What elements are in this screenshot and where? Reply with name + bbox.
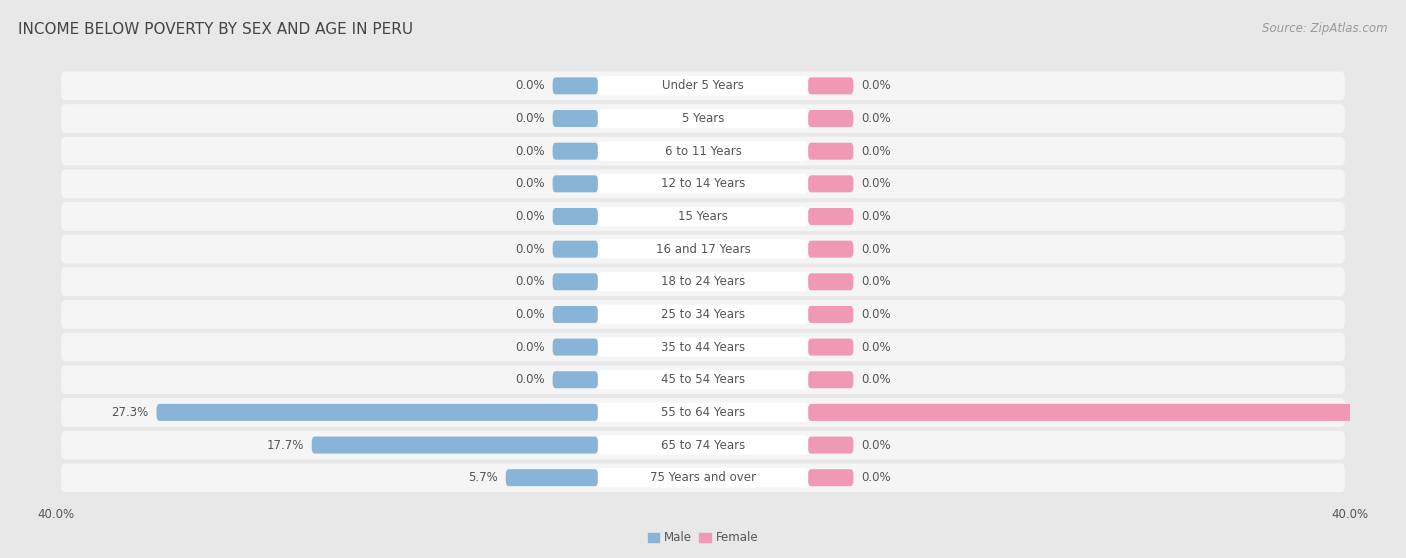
FancyBboxPatch shape bbox=[598, 370, 808, 389]
FancyBboxPatch shape bbox=[156, 404, 598, 421]
FancyBboxPatch shape bbox=[808, 404, 1406, 421]
FancyBboxPatch shape bbox=[553, 306, 598, 323]
FancyBboxPatch shape bbox=[598, 239, 808, 259]
Text: 16 and 17 Years: 16 and 17 Years bbox=[655, 243, 751, 256]
Text: 0.0%: 0.0% bbox=[862, 340, 891, 354]
Text: 55 to 64 Years: 55 to 64 Years bbox=[661, 406, 745, 419]
Text: 75 Years and over: 75 Years and over bbox=[650, 471, 756, 484]
FancyBboxPatch shape bbox=[598, 141, 808, 161]
Text: INCOME BELOW POVERTY BY SEX AND AGE IN PERU: INCOME BELOW POVERTY BY SEX AND AGE IN P… bbox=[18, 22, 413, 37]
Text: 0.0%: 0.0% bbox=[862, 308, 891, 321]
Text: 0.0%: 0.0% bbox=[515, 210, 544, 223]
Text: Under 5 Years: Under 5 Years bbox=[662, 79, 744, 93]
Text: 17.7%: 17.7% bbox=[266, 439, 304, 451]
FancyBboxPatch shape bbox=[598, 305, 808, 324]
Text: 0.0%: 0.0% bbox=[862, 243, 891, 256]
FancyBboxPatch shape bbox=[60, 235, 1346, 263]
FancyBboxPatch shape bbox=[60, 267, 1346, 296]
Text: 0.0%: 0.0% bbox=[862, 177, 891, 190]
FancyBboxPatch shape bbox=[808, 110, 853, 127]
FancyBboxPatch shape bbox=[60, 431, 1346, 459]
FancyBboxPatch shape bbox=[60, 202, 1346, 231]
Legend: Male, Female: Male, Female bbox=[643, 527, 763, 549]
Text: 27.3%: 27.3% bbox=[111, 406, 149, 419]
Text: 0.0%: 0.0% bbox=[862, 112, 891, 125]
FancyBboxPatch shape bbox=[553, 273, 598, 290]
FancyBboxPatch shape bbox=[553, 78, 598, 94]
FancyBboxPatch shape bbox=[60, 398, 1346, 427]
FancyBboxPatch shape bbox=[553, 208, 598, 225]
FancyBboxPatch shape bbox=[808, 240, 853, 258]
FancyBboxPatch shape bbox=[312, 436, 598, 454]
Text: 45 to 54 Years: 45 to 54 Years bbox=[661, 373, 745, 386]
FancyBboxPatch shape bbox=[598, 337, 808, 357]
FancyBboxPatch shape bbox=[598, 468, 808, 488]
Text: 0.0%: 0.0% bbox=[515, 275, 544, 288]
FancyBboxPatch shape bbox=[598, 272, 808, 292]
Text: 25 to 34 Years: 25 to 34 Years bbox=[661, 308, 745, 321]
FancyBboxPatch shape bbox=[60, 170, 1346, 198]
FancyBboxPatch shape bbox=[808, 371, 853, 388]
Text: 0.0%: 0.0% bbox=[862, 210, 891, 223]
FancyBboxPatch shape bbox=[553, 339, 598, 355]
Text: 0.0%: 0.0% bbox=[862, 471, 891, 484]
Text: 0.0%: 0.0% bbox=[862, 373, 891, 386]
Text: Source: ZipAtlas.com: Source: ZipAtlas.com bbox=[1263, 22, 1388, 35]
FancyBboxPatch shape bbox=[553, 371, 598, 388]
FancyBboxPatch shape bbox=[60, 463, 1346, 492]
FancyBboxPatch shape bbox=[598, 403, 808, 422]
FancyBboxPatch shape bbox=[598, 174, 808, 194]
Text: 0.0%: 0.0% bbox=[862, 275, 891, 288]
FancyBboxPatch shape bbox=[808, 339, 853, 355]
FancyBboxPatch shape bbox=[553, 110, 598, 127]
Text: 0.0%: 0.0% bbox=[862, 439, 891, 451]
FancyBboxPatch shape bbox=[598, 206, 808, 227]
Text: 5.7%: 5.7% bbox=[468, 471, 498, 484]
FancyBboxPatch shape bbox=[553, 175, 598, 193]
Text: 6 to 11 Years: 6 to 11 Years bbox=[665, 145, 741, 158]
Text: 65 to 74 Years: 65 to 74 Years bbox=[661, 439, 745, 451]
FancyBboxPatch shape bbox=[60, 300, 1346, 329]
FancyBboxPatch shape bbox=[598, 435, 808, 455]
FancyBboxPatch shape bbox=[60, 137, 1346, 166]
Text: 0.0%: 0.0% bbox=[515, 373, 544, 386]
Text: 0.0%: 0.0% bbox=[515, 145, 544, 158]
Text: 0.0%: 0.0% bbox=[515, 340, 544, 354]
Text: 35 to 44 Years: 35 to 44 Years bbox=[661, 340, 745, 354]
FancyBboxPatch shape bbox=[808, 208, 853, 225]
FancyBboxPatch shape bbox=[808, 273, 853, 290]
FancyBboxPatch shape bbox=[598, 109, 808, 128]
FancyBboxPatch shape bbox=[808, 143, 853, 160]
Text: 0.0%: 0.0% bbox=[515, 243, 544, 256]
FancyBboxPatch shape bbox=[60, 104, 1346, 133]
Text: 0.0%: 0.0% bbox=[862, 79, 891, 93]
FancyBboxPatch shape bbox=[553, 240, 598, 258]
FancyBboxPatch shape bbox=[60, 333, 1346, 362]
Text: 15 Years: 15 Years bbox=[678, 210, 728, 223]
Text: 18 to 24 Years: 18 to 24 Years bbox=[661, 275, 745, 288]
FancyBboxPatch shape bbox=[808, 436, 853, 454]
Text: 12 to 14 Years: 12 to 14 Years bbox=[661, 177, 745, 190]
FancyBboxPatch shape bbox=[60, 71, 1346, 100]
FancyBboxPatch shape bbox=[553, 143, 598, 160]
Text: 0.0%: 0.0% bbox=[515, 112, 544, 125]
Text: 0.0%: 0.0% bbox=[515, 79, 544, 93]
FancyBboxPatch shape bbox=[808, 469, 853, 486]
Text: 0.0%: 0.0% bbox=[862, 145, 891, 158]
FancyBboxPatch shape bbox=[60, 365, 1346, 394]
FancyBboxPatch shape bbox=[598, 76, 808, 95]
FancyBboxPatch shape bbox=[808, 175, 853, 193]
Text: 5 Years: 5 Years bbox=[682, 112, 724, 125]
FancyBboxPatch shape bbox=[506, 469, 598, 486]
FancyBboxPatch shape bbox=[808, 306, 853, 323]
FancyBboxPatch shape bbox=[808, 78, 853, 94]
Text: 0.0%: 0.0% bbox=[515, 308, 544, 321]
Text: 0.0%: 0.0% bbox=[515, 177, 544, 190]
